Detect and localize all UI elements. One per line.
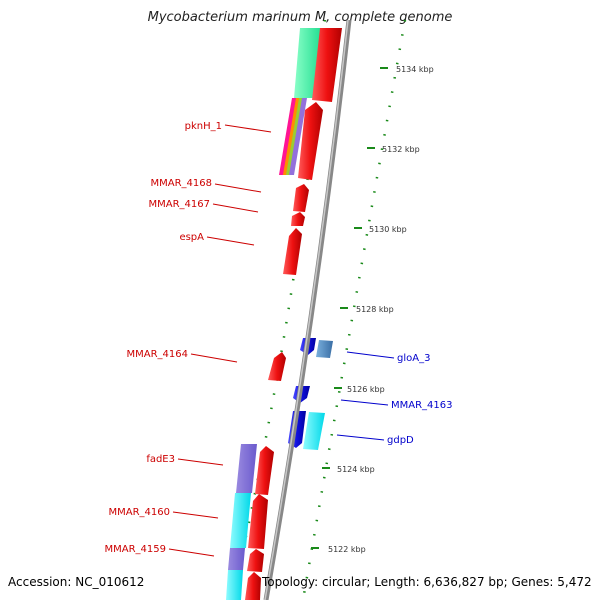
gene-label-fadE3[interactable]: fadE3 bbox=[146, 454, 175, 465]
feature-block bbox=[230, 493, 251, 548]
forward-gene-track bbox=[245, 28, 342, 600]
feature-block bbox=[228, 548, 245, 570]
scale-label: 5124 kbp bbox=[337, 465, 375, 474]
scale-labels: 5134 kbp 5132 kbp 5130 kbp 5128 kbp 5126… bbox=[328, 65, 434, 554]
scale-ticks bbox=[311, 67, 388, 549]
gene-label-mmar-4163[interactable]: MMAR_4163 bbox=[391, 400, 453, 411]
scale-label: 5134 kbp bbox=[396, 65, 434, 74]
feature-block bbox=[289, 98, 307, 175]
gene-arrow bbox=[245, 572, 261, 600]
gene-arrow bbox=[291, 212, 305, 226]
genome-title: Mycobacterium marinum M, complete genome bbox=[147, 10, 453, 25]
scale-label: 5128 kbp bbox=[356, 305, 394, 314]
scale-label: 5122 kbp bbox=[328, 545, 366, 554]
gene-arrow bbox=[303, 412, 325, 450]
scale-label: 5126 kbp bbox=[347, 385, 385, 394]
gene-label-mmar-4167[interactable]: MMAR_4167 bbox=[149, 199, 211, 210]
gene-label-pknH-1[interactable]: pknH_1 bbox=[185, 121, 222, 132]
feature-block bbox=[226, 570, 243, 600]
feature-blocks bbox=[226, 28, 322, 600]
gene-arrow bbox=[268, 352, 286, 381]
gene-arrow bbox=[298, 102, 323, 180]
gene-label-mmar-4168[interactable]: MMAR_4168 bbox=[151, 178, 213, 189]
reverse-gene-labels: gloA_3 MMAR_4163 gdpD bbox=[336, 351, 453, 446]
scale-label: 5130 kbp bbox=[369, 225, 407, 234]
gene-arrow bbox=[247, 549, 264, 572]
gene-label-espA[interactable]: espA bbox=[179, 232, 204, 243]
genome-backbone bbox=[263, 19, 352, 600]
gene-label-gdpD[interactable]: gdpD bbox=[387, 435, 414, 446]
gene-label-mmar-4160[interactable]: MMAR_4160 bbox=[109, 507, 171, 518]
gene-label-mmar-4159[interactable]: MMAR_4159 bbox=[105, 544, 167, 555]
gene-arrow bbox=[255, 446, 274, 495]
reverse-gene-track bbox=[288, 338, 333, 450]
gene-arrow bbox=[312, 28, 342, 102]
gene-label-gloA-3[interactable]: gloA_3 bbox=[397, 353, 430, 364]
gene-arrow bbox=[248, 494, 268, 549]
feature-block bbox=[236, 444, 257, 493]
accession-text: Accession: NC_010612 bbox=[8, 575, 145, 589]
gene-arrow bbox=[283, 228, 302, 275]
scale-label: 5132 kbp bbox=[382, 145, 420, 154]
gene-label-mmar-4164[interactable]: MMAR_4164 bbox=[127, 349, 189, 360]
forward-gene-labels: pknH_1 MMAR_4168 MMAR_4167 espA MMAR_416… bbox=[105, 121, 272, 557]
gene-arrow bbox=[293, 184, 309, 212]
genome-summary-text: Topology: circular; Length: 6,636,827 bp… bbox=[262, 575, 592, 589]
gene-arrow bbox=[316, 340, 333, 358]
